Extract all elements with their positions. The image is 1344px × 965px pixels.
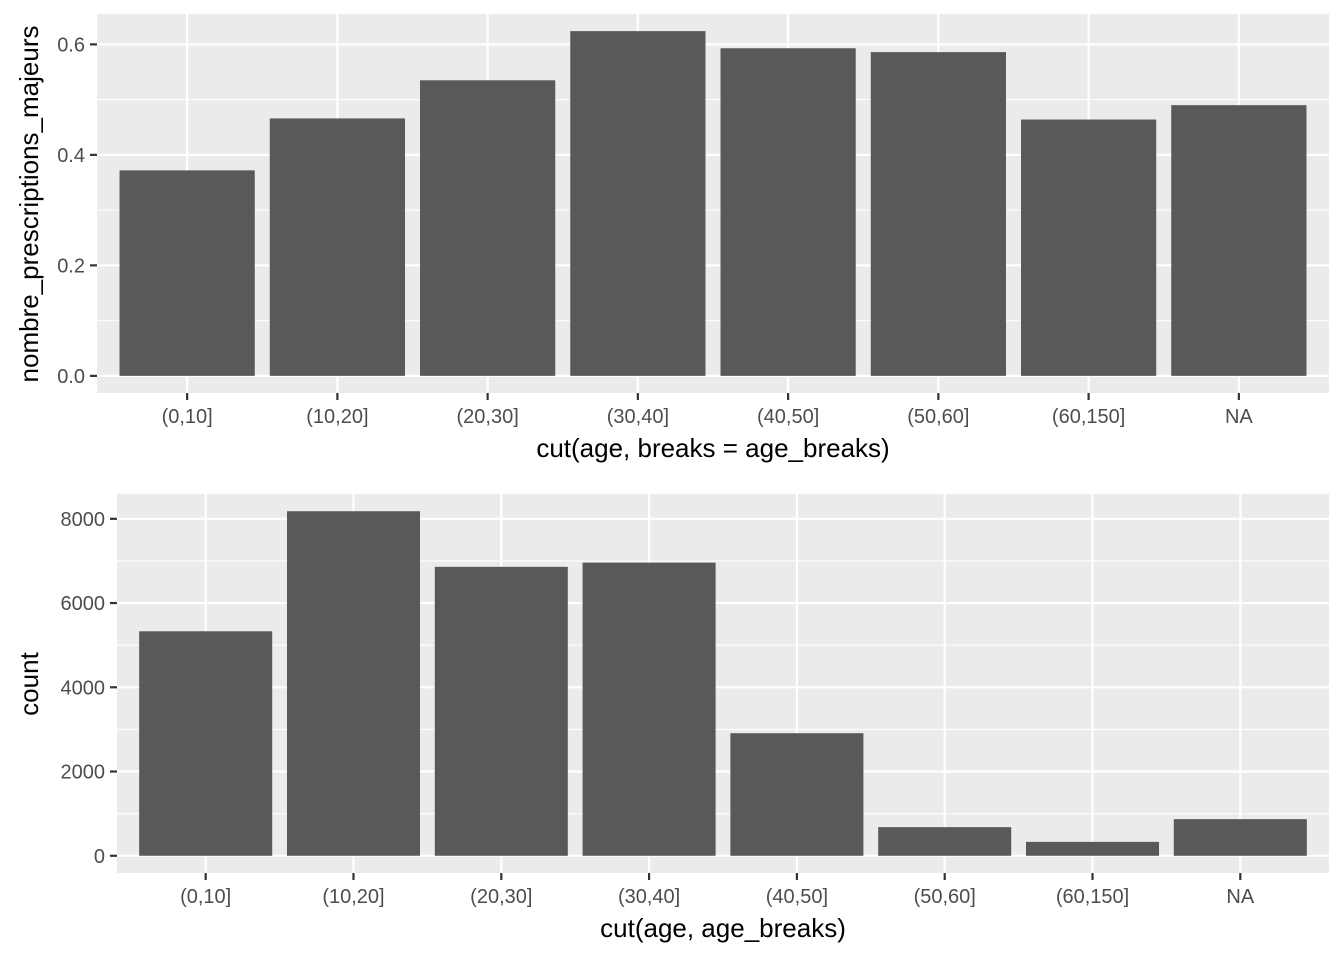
bottom-bar-3	[582, 562, 716, 856]
bottom-ticks: 0 2000 4000 6000 8000 (0,10] (10,20] (20,30] (30…	[61, 509, 1255, 908]
bottom-bar-6	[1026, 841, 1160, 856]
top-y-axis-title: nombre_prescriptions_majeurs	[14, 26, 44, 383]
top-x-tick-label-6: (60,150]	[1052, 406, 1125, 428]
top-y-tick-label-1: 0.2	[57, 255, 85, 277]
bottom-bar-5	[878, 827, 1012, 856]
top-bar-7	[1171, 105, 1307, 376]
bottom-bar-2	[434, 566, 568, 856]
bottom-bar-7	[1173, 819, 1307, 856]
bottom-y-tick-label-2: 4000	[61, 677, 106, 699]
bottom-x-tick-label-0: (0,10]	[180, 886, 231, 908]
bottom-y-tick-label-1: 2000	[61, 762, 106, 784]
top-x-tick-label-1: (10,20]	[306, 406, 368, 428]
bottom-x-tick-label-6: (60,150]	[1056, 886, 1129, 908]
top-bar-5	[870, 52, 1006, 376]
top-y-tick-label-3: 0.6	[57, 34, 85, 56]
bottom-y-axis-title: count	[14, 651, 44, 715]
top-x-tick-label-0: (0,10]	[162, 406, 213, 428]
top-x-axis-title: cut(age, breaks = age_breaks)	[536, 433, 889, 463]
top-bar-3	[570, 31, 706, 376]
bottom-bar-1	[286, 511, 420, 856]
bottom-x-tick-label-7: NA	[1226, 886, 1254, 908]
top-y-tick-label-0: 0.0	[57, 366, 85, 388]
bottom-x-tick-label-4: (40,50]	[766, 886, 828, 908]
top-bar-chart: 0.0 0.2 0.4 0.6 (0,10] (10,20] (20,30] (30,40] (…	[14, 14, 1329, 463]
top-x-tick-label-5: (50,60]	[907, 406, 969, 428]
bottom-bar-chart: 0 2000 4000 6000 8000 (0,10] (10,20] (20,30] (30…	[14, 494, 1329, 943]
bottom-y-tick-label-4: 8000	[61, 509, 106, 531]
top-x-tick-label-7: NA	[1225, 406, 1253, 428]
bottom-bar-0	[139, 631, 273, 856]
bottom-x-tick-label-3: (30,40]	[618, 886, 680, 908]
top-bar-1	[269, 118, 405, 376]
top-bar-4	[720, 48, 856, 376]
bottom-bar-4	[730, 733, 864, 856]
bottom-x-tick-label-2: (20,30]	[470, 886, 532, 908]
top-x-tick-label-4: (40,50]	[757, 406, 819, 428]
bottom-x-tick-label-1: (10,20]	[322, 886, 384, 908]
top-y-tick-label-2: 0.4	[57, 145, 85, 167]
top-x-tick-label-3: (30,40]	[607, 406, 669, 428]
top-bar-0	[119, 170, 255, 376]
top-x-tick-label-2: (20,30]	[457, 406, 519, 428]
top-bars	[119, 31, 1307, 376]
bottom-bars	[139, 511, 1307, 856]
bottom-x-axis-title: cut(age, age_breaks)	[600, 913, 846, 943]
bottom-y-tick-label-3: 6000	[61, 593, 106, 615]
top-bar-6	[1021, 119, 1157, 376]
bottom-x-tick-label-5: (50,60]	[914, 886, 976, 908]
top-ticks: 0.0 0.2 0.4 0.6 (0,10] (10,20] (20,30] (30,40] (…	[57, 34, 1253, 428]
top-bar-2	[420, 80, 556, 376]
bottom-y-tick-label-0: 0	[94, 846, 105, 868]
